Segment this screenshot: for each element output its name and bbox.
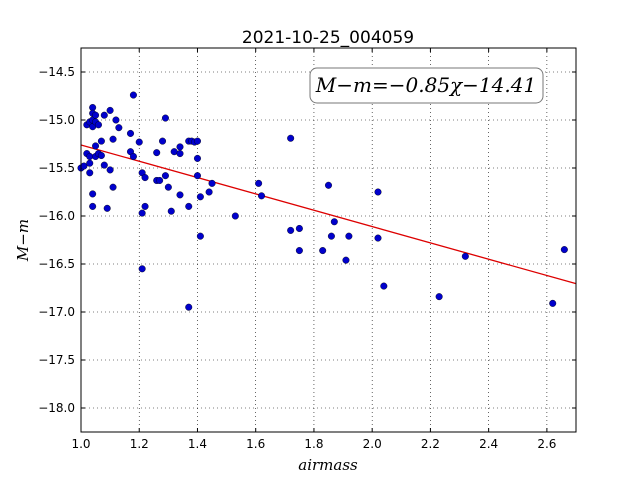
- fit-line-group: [80, 144, 577, 285]
- data-point: [115, 124, 123, 132]
- plot-area: [81, 48, 576, 432]
- data-point: [164, 183, 172, 191]
- data-point: [327, 232, 335, 240]
- data-point: [138, 265, 146, 273]
- data-point: [208, 179, 216, 187]
- data-point: [287, 134, 295, 142]
- data-point: [461, 252, 469, 260]
- data-point: [193, 137, 201, 145]
- data-point: [560, 246, 568, 254]
- y-tick-label: −18.0: [38, 401, 75, 415]
- data-point: [205, 188, 213, 196]
- x-tick-label: 2.2: [421, 437, 440, 451]
- data-point: [126, 129, 134, 137]
- data-point: [106, 106, 114, 114]
- x-axis-label: airmass: [298, 456, 358, 474]
- data-point: [549, 299, 557, 307]
- data-point: [176, 150, 184, 158]
- y-tick-label: −14.5: [38, 65, 75, 79]
- data-point: [153, 149, 161, 157]
- data-point: [97, 137, 105, 145]
- data-point: [374, 234, 382, 242]
- data-point: [89, 202, 97, 210]
- y-tick-label: −16.0: [38, 209, 75, 223]
- fit-line: [80, 144, 577, 285]
- y-ticks: −14.5 −15.0 −15.5 −16.0 −16.5 −17.0 −17.5 −18.0: [38, 65, 576, 415]
- data-point: [193, 172, 201, 180]
- x-tick-label: 2.0: [363, 437, 382, 451]
- data-point: [100, 111, 108, 119]
- x-tick-label: 2.6: [537, 437, 556, 451]
- annotation-text: M−m=−0.85χ−14.41: [315, 73, 536, 97]
- data-point: [374, 188, 382, 196]
- data-point: [141, 174, 149, 182]
- data-point: [295, 224, 303, 232]
- data-points: [77, 91, 568, 311]
- y-tick-label: −17.5: [38, 353, 75, 367]
- data-point: [92, 111, 100, 119]
- data-point: [138, 209, 146, 217]
- data-point: [129, 91, 137, 99]
- data-point: [97, 152, 105, 160]
- data-point: [287, 226, 295, 234]
- data-point: [92, 142, 100, 150]
- data-point: [100, 161, 108, 169]
- y-tick-label: −17.0: [38, 305, 75, 319]
- data-point: [86, 169, 94, 177]
- data-point: [295, 247, 303, 255]
- data-point: [167, 207, 175, 215]
- x-tick-label: 2.4: [479, 437, 498, 451]
- data-point: [435, 293, 443, 301]
- data-point: [156, 176, 164, 184]
- data-point: [196, 193, 204, 201]
- data-point: [94, 121, 102, 129]
- data-point: [231, 212, 239, 220]
- data-point: [159, 137, 167, 145]
- data-point: [109, 135, 117, 143]
- data-point: [325, 181, 333, 189]
- x-tick-label: 1.2: [130, 437, 149, 451]
- data-point: [170, 148, 178, 156]
- data-point: [112, 116, 120, 124]
- data-point: [141, 202, 149, 210]
- data-point: [185, 303, 193, 311]
- data-point: [196, 232, 204, 240]
- y-axis-label: M−m: [14, 219, 32, 262]
- data-point: [109, 183, 117, 191]
- data-point: [345, 232, 353, 240]
- data-point: [193, 154, 201, 162]
- data-point: [176, 191, 184, 199]
- data-point: [342, 256, 350, 264]
- x-tick-label: 1.6: [246, 437, 265, 451]
- chart-title: 2021-10-25_004059: [242, 28, 414, 48]
- data-point: [135, 138, 143, 146]
- y-tick-label: −16.5: [38, 257, 75, 271]
- data-point: [319, 247, 327, 255]
- data-point: [86, 152, 94, 160]
- plot-frame: [80, 47, 577, 433]
- y-tick-label: −15.0: [38, 113, 75, 127]
- annotation-box: [309, 67, 544, 104]
- data-point: [161, 114, 169, 122]
- fit-annotation: M−m=−0.85χ−14.41: [309, 67, 544, 104]
- data-point: [330, 218, 338, 226]
- data-point: [86, 159, 94, 167]
- data-point: [80, 162, 88, 170]
- x-tick-label: 1.4: [188, 437, 207, 451]
- data-point: [176, 143, 184, 151]
- data-point: [129, 152, 137, 160]
- x-tick-label: 1.8: [304, 437, 323, 451]
- data-point: [103, 204, 111, 212]
- data-point: [185, 202, 193, 210]
- data-point: [106, 166, 114, 174]
- data-point: [89, 190, 97, 198]
- data-point: [161, 172, 169, 180]
- data-point: [380, 282, 388, 290]
- x-tick-label: 1.0: [71, 437, 90, 451]
- data-point: [255, 179, 263, 187]
- y-tick-label: −15.5: [38, 161, 75, 175]
- data-point: [258, 192, 266, 200]
